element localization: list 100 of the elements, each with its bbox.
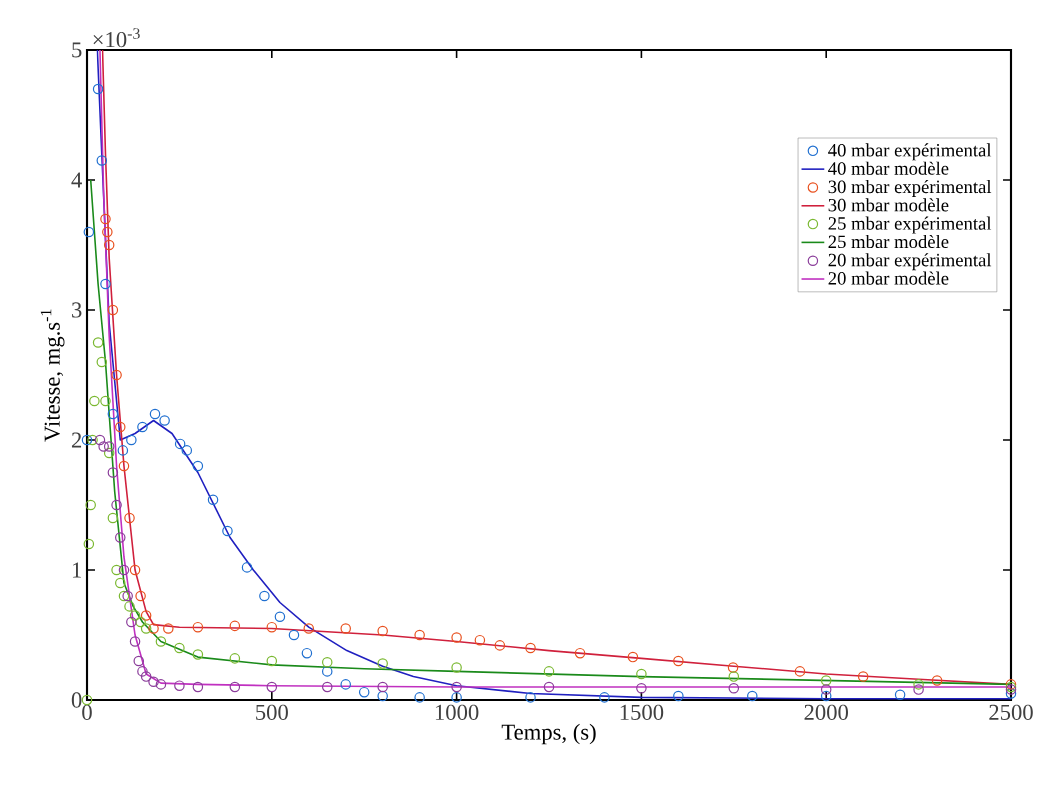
legend-label: 20 mbar modèle <box>828 271 949 285</box>
point <box>857 671 869 682</box>
point <box>107 512 119 524</box>
y-tick-label: 5 <box>72 42 82 58</box>
point <box>155 679 167 690</box>
point <box>207 494 219 506</box>
point <box>96 356 108 368</box>
point <box>92 337 104 348</box>
legend-label: 30 mbar expérimental <box>828 179 992 197</box>
point <box>94 434 106 446</box>
point <box>266 655 278 667</box>
point <box>148 623 159 634</box>
point <box>118 590 130 602</box>
point <box>111 564 122 576</box>
point <box>414 692 425 703</box>
legend-label: 40 mbar expérimental <box>828 143 992 161</box>
point <box>525 692 536 703</box>
point <box>192 460 204 472</box>
x-tick-label: 1000 <box>435 704 479 720</box>
x-axis-title: Temps, (s) <box>501 723 596 745</box>
point <box>543 666 555 677</box>
point <box>85 499 96 511</box>
point <box>241 562 253 573</box>
point <box>163 623 174 634</box>
point <box>377 625 388 637</box>
point <box>321 657 333 668</box>
point <box>148 676 159 688</box>
text: ×10$^{-3}$ <box>93 28 140 48</box>
point <box>174 680 185 691</box>
point <box>820 675 832 686</box>
point <box>98 441 109 452</box>
point <box>126 616 137 628</box>
point <box>192 649 204 660</box>
point <box>107 467 119 478</box>
point <box>377 690 388 702</box>
point <box>931 675 943 686</box>
y-tick-label: 0 <box>71 692 82 708</box>
point <box>89 395 100 407</box>
point <box>894 689 906 701</box>
point <box>122 590 133 602</box>
point <box>358 686 370 698</box>
y-tick-label: 1 <box>72 562 81 578</box>
point <box>92 83 104 95</box>
legend-label: 25 mbar expérimental <box>828 216 992 234</box>
point <box>192 621 204 633</box>
point <box>181 445 193 456</box>
point <box>140 671 152 682</box>
point <box>111 369 122 381</box>
point <box>574 647 586 659</box>
point <box>474 634 486 646</box>
point <box>107 408 119 420</box>
point <box>599 692 610 703</box>
point <box>83 538 95 550</box>
point <box>494 640 506 651</box>
point <box>103 239 115 251</box>
point <box>117 445 129 456</box>
point <box>102 226 113 238</box>
point <box>129 610 141 621</box>
point <box>1005 688 1017 699</box>
point <box>303 623 315 634</box>
legend-label: 40 mbar modèle <box>828 161 949 175</box>
y-axis-title: Vitesse, mg.s$^{-1}$ <box>40 309 65 442</box>
point <box>673 690 684 702</box>
point <box>174 642 185 654</box>
legend-label: 20 mbar expérimental <box>828 253 992 271</box>
point <box>174 438 186 450</box>
y-tick-label: 2 <box>71 432 82 448</box>
point <box>636 668 647 680</box>
point <box>820 684 832 695</box>
x-tick-label: 0 <box>82 704 92 720</box>
point <box>913 684 924 695</box>
y-tick-label: 3 <box>72 302 82 318</box>
point <box>100 278 111 290</box>
legend-label: 25 mbar modèle <box>828 234 949 249</box>
point <box>229 620 241 632</box>
point <box>83 226 95 238</box>
point <box>135 616 146 628</box>
point <box>129 564 141 576</box>
x-tick-label: 2500 <box>989 704 1033 720</box>
point <box>377 681 388 693</box>
x-tick-label: 500 <box>256 704 288 720</box>
point <box>118 460 130 472</box>
point <box>129 636 141 647</box>
point <box>321 681 333 693</box>
point <box>118 564 130 576</box>
point <box>377 658 388 669</box>
point <box>133 655 145 667</box>
point <box>159 415 170 426</box>
point <box>340 679 351 690</box>
point <box>96 155 108 166</box>
point <box>627 651 639 663</box>
point <box>100 395 111 407</box>
point <box>229 653 241 664</box>
y-tick-label: 4 <box>71 172 82 188</box>
point <box>103 447 115 459</box>
point <box>87 434 98 446</box>
point <box>135 590 146 602</box>
point <box>727 662 739 673</box>
x-tick-label: 1500 <box>620 704 664 720</box>
point <box>543 681 555 693</box>
